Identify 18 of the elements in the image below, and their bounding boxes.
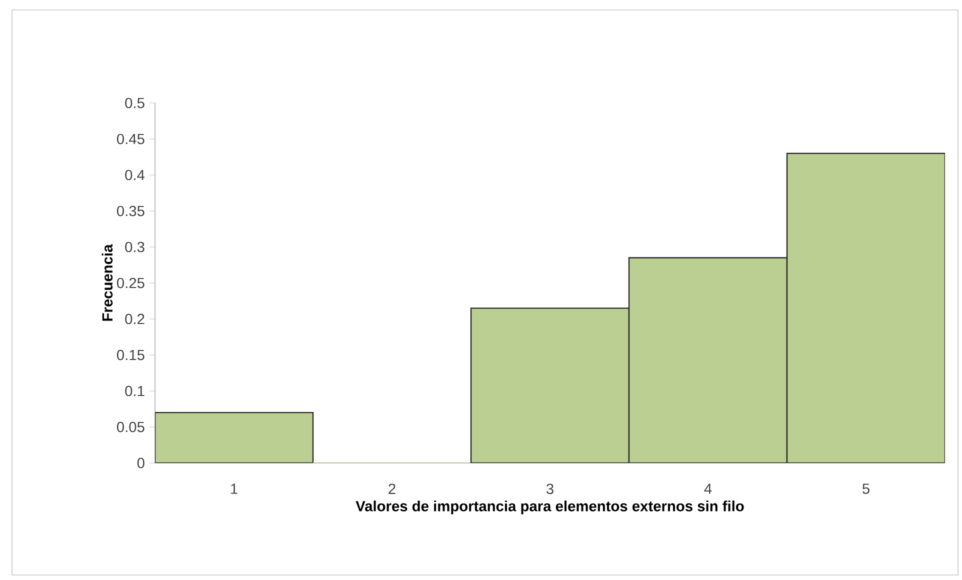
y-tick-label: 0.25	[116, 278, 144, 288]
y-tick-label: 0.5	[125, 98, 144, 108]
x-axis-title: Valores de importancia para elementos externos sin filo	[356, 500, 744, 514]
x-tick-label: 1	[231, 484, 238, 494]
x-tick-label: 2	[388, 484, 396, 494]
y-tick-label: 0.15	[116, 350, 144, 360]
y-tick-label: 0.4	[125, 170, 145, 180]
y-tick-label: 0.45	[116, 134, 144, 144]
y-tick-label: 0.05	[116, 422, 144, 432]
y-tick-label: 0	[137, 458, 144, 468]
x-tick-label: 4	[704, 484, 712, 494]
y-tick-label: 0.1	[125, 386, 144, 396]
y-tick-label: 0.3	[125, 242, 144, 252]
y-axis-title: Frecuencia	[102, 244, 113, 321]
y-tick-label: 0.2	[125, 314, 144, 324]
y-tick-label: 0.35	[116, 206, 144, 216]
x-tick-label: 3	[546, 484, 554, 494]
x-tick-label: 5	[862, 484, 870, 494]
